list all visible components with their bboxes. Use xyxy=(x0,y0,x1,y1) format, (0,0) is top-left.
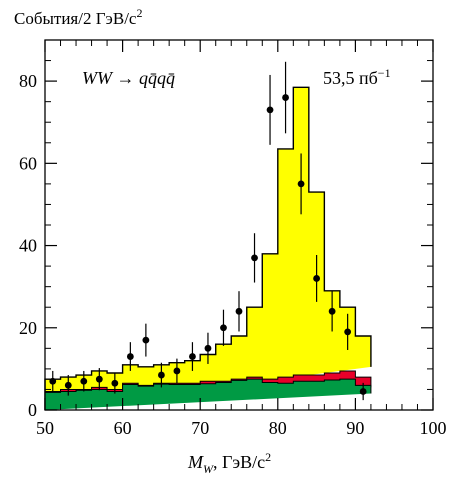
data-point-6 xyxy=(142,336,150,344)
x-tick-label-70: 70 xyxy=(191,418,209,438)
data-point-5 xyxy=(126,353,134,360)
data-point-16 xyxy=(297,180,305,188)
plot-area xyxy=(44,61,372,410)
data-point-0 xyxy=(49,377,57,385)
data-point-9 xyxy=(189,353,196,360)
histogram-background-green xyxy=(44,378,372,410)
data-point-12 xyxy=(235,307,243,315)
data-point-13 xyxy=(251,254,258,262)
data-point-14 xyxy=(266,106,274,114)
x-tick-label-60: 60 xyxy=(114,418,132,438)
axes: 50 60 70 80 90 100 0 20 40 60 80 xyxy=(19,39,447,438)
data-point-10 xyxy=(204,344,212,352)
data-point-8 xyxy=(173,367,181,375)
data-point-2 xyxy=(80,377,88,385)
x-tick-label-100: 100 xyxy=(420,418,447,438)
data-point-1 xyxy=(64,381,72,389)
channel-annotation: WW → qq̄qq̄ xyxy=(82,68,175,88)
data-point-11 xyxy=(220,324,227,332)
y-tick-label-80: 80 xyxy=(19,71,37,91)
y-tick-label-40: 40 xyxy=(19,236,37,256)
x-tick-label-50: 50 xyxy=(36,418,54,438)
data-point-15 xyxy=(282,94,289,101)
x-axis-label: MW, ГэВ/с2 xyxy=(187,450,271,476)
x-tick-label-90: 90 xyxy=(346,418,364,438)
data-point-7 xyxy=(158,371,165,379)
data-point-4 xyxy=(111,379,119,387)
luminosity-annotation: 53,5 пб−1 xyxy=(323,66,391,88)
y-tick-label-60: 60 xyxy=(19,153,37,173)
data-point-3 xyxy=(95,375,103,383)
x-tick-label-80: 80 xyxy=(269,418,287,438)
data-point-17 xyxy=(313,275,320,282)
y-tick-label-0: 0 xyxy=(28,400,37,420)
data-point-18 xyxy=(328,307,336,315)
data-point-19 xyxy=(344,328,352,336)
y-tick-label-20: 20 xyxy=(19,318,37,338)
y-axis-label: События/2 ГэВ/с2 xyxy=(14,6,142,28)
data-point-20 xyxy=(359,388,367,395)
